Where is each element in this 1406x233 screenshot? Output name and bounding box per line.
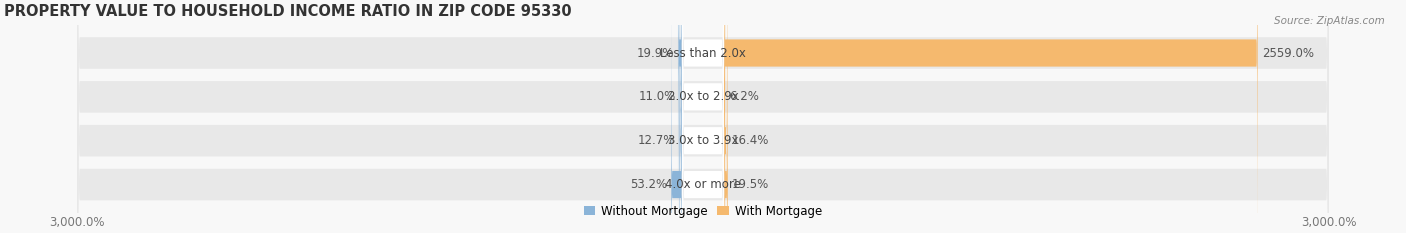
FancyBboxPatch shape bbox=[678, 0, 682, 233]
FancyBboxPatch shape bbox=[77, 0, 1329, 233]
Text: 53.2%: 53.2% bbox=[630, 178, 666, 191]
Text: 3.0x to 3.9x: 3.0x to 3.9x bbox=[668, 134, 738, 147]
Text: PROPERTY VALUE TO HOUSEHOLD INCOME RATIO IN ZIP CODE 95330: PROPERTY VALUE TO HOUSEHOLD INCOME RATIO… bbox=[4, 4, 572, 19]
FancyBboxPatch shape bbox=[724, 0, 727, 233]
Text: 11.0%: 11.0% bbox=[638, 90, 676, 103]
FancyBboxPatch shape bbox=[679, 0, 682, 233]
Text: 2.0x to 2.9x: 2.0x to 2.9x bbox=[668, 90, 738, 103]
Text: 12.7%: 12.7% bbox=[638, 134, 675, 147]
Text: 16.4%: 16.4% bbox=[731, 134, 769, 147]
FancyBboxPatch shape bbox=[77, 0, 1329, 233]
Text: 19.5%: 19.5% bbox=[733, 178, 769, 191]
Legend: Without Mortgage, With Mortgage: Without Mortgage, With Mortgage bbox=[579, 200, 827, 222]
FancyBboxPatch shape bbox=[724, 0, 1258, 233]
FancyBboxPatch shape bbox=[681, 0, 682, 233]
FancyBboxPatch shape bbox=[77, 0, 1329, 233]
Text: 6.2%: 6.2% bbox=[730, 90, 759, 103]
FancyBboxPatch shape bbox=[682, 0, 724, 233]
Text: 19.9%: 19.9% bbox=[637, 47, 673, 59]
FancyBboxPatch shape bbox=[682, 0, 724, 233]
FancyBboxPatch shape bbox=[77, 0, 1329, 233]
Text: 4.0x or more: 4.0x or more bbox=[665, 178, 741, 191]
FancyBboxPatch shape bbox=[724, 0, 728, 233]
Text: Less than 2.0x: Less than 2.0x bbox=[659, 47, 747, 59]
FancyBboxPatch shape bbox=[682, 0, 724, 233]
Text: 2559.0%: 2559.0% bbox=[1261, 47, 1313, 59]
Text: Source: ZipAtlas.com: Source: ZipAtlas.com bbox=[1274, 16, 1385, 26]
FancyBboxPatch shape bbox=[671, 0, 682, 233]
FancyBboxPatch shape bbox=[682, 0, 724, 233]
